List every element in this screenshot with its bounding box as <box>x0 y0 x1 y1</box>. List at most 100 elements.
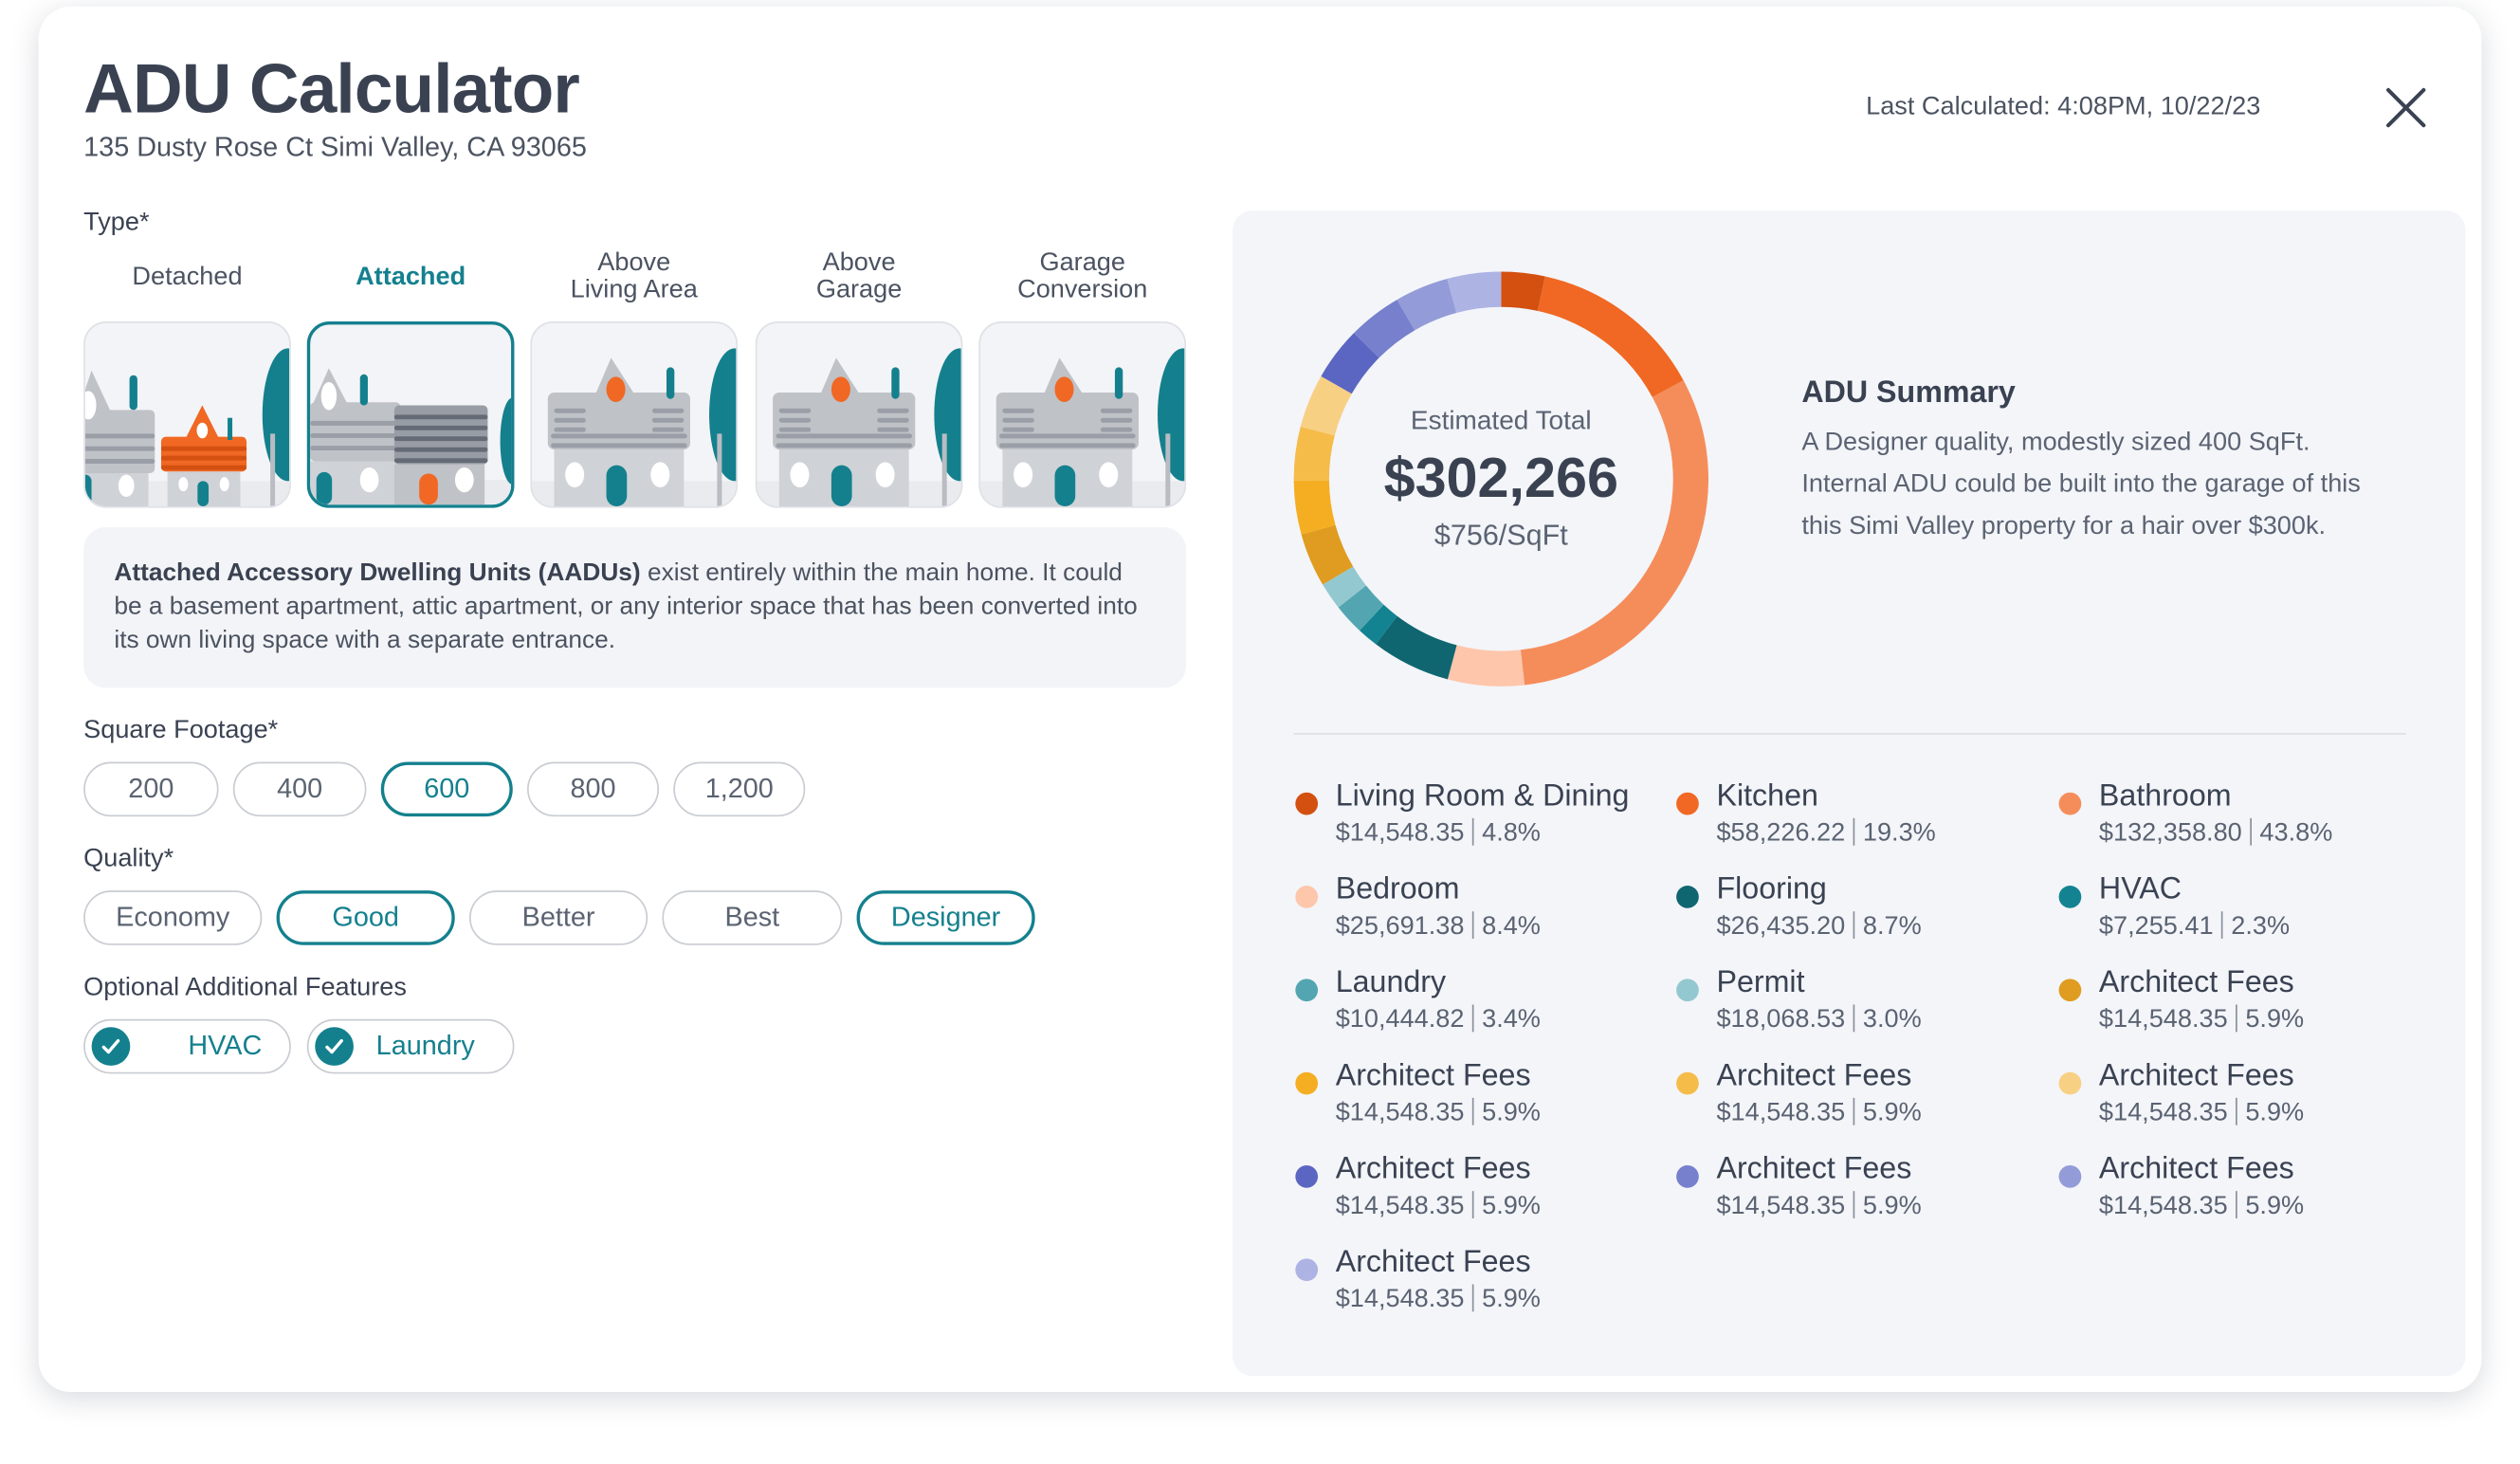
type-option-illustration[interactable] <box>306 321 515 508</box>
legend-percent: 8.4% <box>1482 912 1541 941</box>
legend-percent: 5.9% <box>2245 1099 2305 1127</box>
legend-value: $14,548.35 5.9% <box>1336 1284 1541 1314</box>
legend-percent: 3.4% <box>1482 1006 1541 1034</box>
quality-option[interactable]: Designer <box>856 890 1035 945</box>
legend-separator <box>1471 1191 1474 1218</box>
legend-dot-icon <box>1295 1165 1319 1188</box>
legend-name: Architect Fees <box>1335 1059 1531 1093</box>
type-option-illustration[interactable] <box>978 321 1187 508</box>
legend-amount: $14,548.35 <box>1335 1099 1465 1127</box>
type-option-label: Above Living Area <box>570 248 698 304</box>
legend-name: Architect Fees <box>1716 1059 1912 1093</box>
close-icon <box>2386 87 2426 128</box>
square-footage-label: Square Footage* <box>83 717 279 744</box>
square-footage-option[interactable]: 800 <box>527 761 660 817</box>
legend-value: $14,548.35 5.9% <box>2099 1097 2305 1128</box>
donut-segment-permit <box>1323 566 1367 608</box>
legend-name: Architect Fees <box>1716 1152 1912 1187</box>
legend-value: $14,548.35 5.9% <box>2099 1191 2304 1221</box>
type-option-label: Above Garage <box>815 248 903 304</box>
square-footage-option[interactable]: 1,200 <box>673 761 806 817</box>
legend-value: $58,226.22 19.3% <box>1716 817 1936 849</box>
type-option-illustration[interactable] <box>755 321 963 508</box>
legend-value: $7,255.41 2.3% <box>2099 911 2290 942</box>
type-option-illustration[interactable] <box>83 321 291 508</box>
quality-option[interactable]: Economy <box>83 890 263 945</box>
property-address: 135 Dusty Rose Ct Simi Valley, CA 93065 <box>83 132 587 163</box>
legend-name: Architect Fees <box>1335 1152 1531 1187</box>
type-option-label: Garage Conversion <box>1017 248 1148 304</box>
donut-segment-kitchen <box>1537 276 1684 398</box>
checkbox-checked-icon[interactable] <box>315 1027 354 1066</box>
legend-separator <box>2236 1097 2237 1125</box>
feature-hvac[interactable]: HVAC <box>83 1018 291 1074</box>
legend-dot-icon <box>2058 1165 2082 1188</box>
donut-segment-architect-fees <box>1293 426 1335 482</box>
type-description-text: exist entirely within the main home. It … <box>114 558 1138 654</box>
donut-segment-living-room-dining <box>1500 271 1545 312</box>
legend-dot-icon <box>1295 792 1319 815</box>
close-button[interactable] <box>2382 83 2430 132</box>
legend-percent: 5.9% <box>1482 1099 1541 1127</box>
legend-percent: 5.9% <box>2245 1006 2305 1034</box>
legend-name: Kitchen <box>1716 779 1818 814</box>
donut-segment-architect-fees <box>1354 300 1415 358</box>
legend-percent: 5.9% <box>1482 1286 1541 1313</box>
square-footage-options: 200 400 600 800 1,200 <box>83 761 806 817</box>
type-option-garage-conversion[interactable]: Garage Conversion <box>978 245 1187 508</box>
type-option-above-living-area[interactable]: Above Living Area <box>530 245 739 508</box>
legend-amount: $14,548.35 <box>1716 1099 1846 1127</box>
quality-option[interactable]: Better <box>468 890 648 945</box>
summary-text: A Designer quality, modestly sized 400 S… <box>1801 429 2361 540</box>
legend-name: HVAC <box>2098 872 2182 907</box>
type-option-detached[interactable]: Detached <box>83 245 291 508</box>
legend-amount: $14,548.35 <box>1335 819 1465 848</box>
house-illustration-icon <box>757 348 961 506</box>
type-option-above-garage[interactable]: Above Garage <box>755 245 963 508</box>
legend-dot-icon <box>1676 979 1699 1002</box>
legend-separator <box>2221 911 2223 939</box>
legend-amount: $14,548.35 <box>1335 1286 1465 1313</box>
checkbox-checked-icon[interactable] <box>91 1027 131 1066</box>
legend-dot-icon <box>1676 1071 1699 1095</box>
legend-dot-icon <box>1295 1071 1319 1095</box>
donut-segment-laundry <box>1338 585 1384 631</box>
square-footage-option[interactable]: 600 <box>380 761 513 817</box>
type-option-attached[interactable]: Attached <box>306 245 515 508</box>
legend-name: Permit <box>1716 965 1805 1000</box>
legend-value: $25,691.38 8.4% <box>1336 911 1541 942</box>
house-illustration-icon <box>310 368 512 505</box>
legend-separator <box>1471 911 1474 939</box>
square-footage-option[interactable]: 400 <box>232 761 367 817</box>
legend-name: Living Room & Dining <box>1335 779 1630 814</box>
legend-dot-icon <box>2058 1071 2082 1095</box>
house-illustration-icon <box>84 348 290 506</box>
legend-name: Flooring <box>1716 872 1827 907</box>
donut-segment-bathroom <box>1520 380 1708 686</box>
legend-dot-icon <box>1676 792 1699 815</box>
type-label: Type* <box>83 209 150 237</box>
legend-separator <box>1853 911 1855 939</box>
quality-label: Quality* <box>83 845 174 873</box>
quality-option[interactable]: Good <box>276 890 455 945</box>
legend-value: $18,068.53 3.0% <box>1716 1004 1922 1035</box>
legend-amount: $14,548.35 <box>1716 1192 1846 1220</box>
type-option-illustration[interactable] <box>530 321 739 508</box>
type-option-label: Attached <box>356 263 466 290</box>
type-option-label: Detached <box>132 263 243 290</box>
legend-amount: $132,358.80 <box>2098 819 2242 848</box>
quality-option[interactable]: Best <box>662 890 843 945</box>
legend-amount: $14,548.35 <box>2098 1192 2228 1220</box>
legend-value: $26,435.20 8.7% <box>1716 911 1922 942</box>
divider <box>1293 733 2406 735</box>
square-footage-option[interactable]: 200 <box>83 761 219 817</box>
legend-name: Architect Fees <box>2098 1152 2294 1187</box>
legend-dot-icon <box>1295 886 1319 908</box>
legend-separator <box>1471 1004 1474 1033</box>
donut-segment-bedroom <box>1447 645 1525 686</box>
legend-dot-icon <box>1676 886 1699 908</box>
feature-laundry[interactable]: Laundry <box>306 1018 515 1074</box>
donut-segment-architect-fees <box>1447 271 1502 314</box>
donut-segment-architect-fees <box>1300 375 1352 436</box>
donut-center: Estimated Total $302,266 $756/SqFt <box>1292 270 1710 688</box>
